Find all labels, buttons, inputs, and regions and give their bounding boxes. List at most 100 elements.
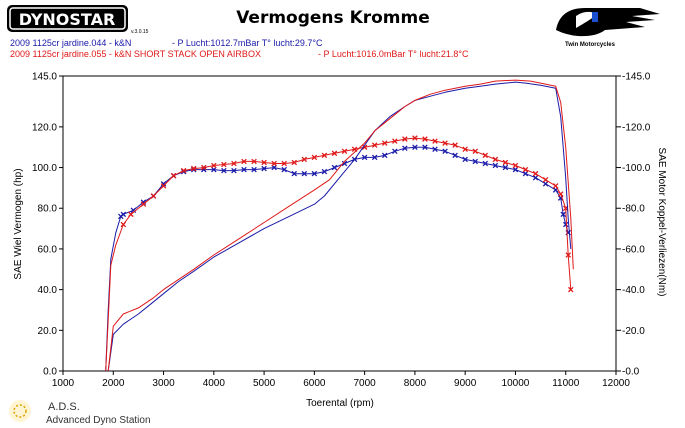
y-right-tick-label: -0.0 — [622, 367, 640, 378]
y-right-tick-label: -145.0 — [622, 72, 651, 83]
y-right-tick-label: -80.0 — [622, 204, 645, 215]
series-1-point — [211, 166, 217, 173]
series-1-point — [371, 154, 378, 161]
series-2-point — [321, 152, 328, 159]
series-1-point — [241, 166, 247, 173]
series-1-point — [331, 164, 338, 171]
series-1-point — [502, 164, 509, 171]
x-tick-label: 7000 — [354, 378, 377, 389]
y-right-tick-label: -60.0 — [622, 244, 645, 255]
series-1-point — [402, 145, 408, 151]
series-2-point — [522, 166, 529, 173]
x-tick-label: 12000 — [602, 378, 630, 389]
series-2-point — [211, 162, 217, 169]
series-2-point — [251, 158, 257, 165]
y-left-tick-label: 0.0 — [43, 367, 57, 378]
series-2-point — [442, 140, 448, 146]
series-1-point — [412, 144, 418, 150]
series-1-point — [361, 154, 368, 161]
series-2-point — [462, 146, 468, 153]
series-2-point — [140, 201, 147, 207]
x-axis-title: Toerental (rpm) — [306, 398, 374, 409]
series-line-2 — [105, 137, 572, 372]
series-1-point — [231, 167, 237, 174]
series-2-point — [311, 154, 318, 161]
series-1-point — [251, 166, 257, 173]
series-2-point — [261, 159, 267, 166]
series-2-point — [381, 140, 388, 146]
tick-layer: 1000 2000 3000 4000 5000 6000 7000 8000 9000 1000… — [32, 72, 651, 390]
series-2-point — [201, 164, 207, 171]
series-1-point — [301, 170, 308, 177]
y-right-tick-label: -20.0 — [622, 326, 645, 337]
series-1-point — [482, 160, 489, 167]
series-2-point — [361, 144, 368, 150]
series-2-point — [301, 156, 308, 163]
x-tick-label: 1000 — [52, 378, 75, 389]
x-tick-label: 3000 — [152, 378, 175, 389]
x-tick-label: 5000 — [253, 378, 276, 389]
dynostar-logo-text: DYNOSTAR — [19, 10, 116, 29]
x-tick-label: 9000 — [454, 378, 477, 389]
series-1-point — [381, 152, 388, 159]
series-2-point — [341, 148, 348, 155]
y-left-tick-label: 20.0 — [38, 326, 58, 337]
legend-label-2: 2009 1125cr jardine.055 - k&N SHORT STAC… — [10, 49, 261, 59]
series-2-point — [512, 162, 519, 169]
ads-sun-icon — [9, 400, 31, 422]
series-2-point — [567, 286, 574, 293]
series-2-point — [557, 191, 564, 197]
series-1-point — [341, 160, 348, 167]
y-right-tick-label: -100.0 — [622, 163, 651, 174]
y-left-tick-label: 60.0 — [38, 244, 58, 255]
series-1-point — [291, 170, 298, 177]
series-2-point — [542, 176, 549, 183]
series-1-point — [562, 221, 569, 228]
ads-title: A.D.S. — [48, 401, 80, 413]
plot-frame — [62, 75, 617, 372]
series-2-point — [190, 165, 197, 172]
series-2-point — [170, 172, 177, 179]
y-left-tick-label: 80.0 — [38, 204, 58, 215]
series-1-point — [542, 181, 549, 187]
series-1-point — [160, 181, 167, 187]
series-1-point — [512, 166, 519, 173]
series-2-point — [120, 221, 127, 228]
y-left-tick-label: 40.0 — [38, 285, 58, 296]
series-1-point — [281, 166, 287, 173]
x-tick-label: 11000 — [552, 378, 580, 389]
series-1-point — [321, 168, 328, 175]
y-right-tick-label: -40.0 — [622, 285, 645, 296]
series-1-point — [472, 158, 478, 165]
series-1-point — [271, 164, 277, 171]
dynostar-logo: DYNOSTAR v.3.0.15 — [7, 5, 149, 35]
legend-conditions-1: - P Lucht:1012.7mBar T° lucht:29.7°C — [172, 38, 323, 48]
series-1-point — [221, 167, 227, 174]
y-left-tick-label: 100.0 — [32, 163, 57, 174]
series-1-point — [130, 207, 137, 214]
series-2-point — [565, 252, 572, 258]
legend-conditions-2: - P Lucht:1016.0mBar T° lucht:21.8°C — [318, 49, 469, 59]
series-2-point — [180, 167, 187, 174]
series-layer — [105, 79, 574, 372]
y-right-tick-label: -120.0 — [622, 122, 651, 133]
series-1-point — [140, 199, 147, 205]
series-1-point — [392, 148, 398, 155]
series-2-point — [422, 136, 428, 142]
legend-label-1: 2009 1125cr jardine.044 - k&N — [10, 38, 131, 48]
chart-title: Vermogens Kromme — [236, 8, 430, 28]
series-2-point — [392, 138, 398, 144]
series-1-point — [492, 162, 499, 169]
series-1-point — [422, 144, 428, 150]
series-2-point — [492, 156, 499, 163]
series-2-point — [552, 183, 559, 189]
series-2-point — [221, 161, 227, 168]
series-2-point — [452, 142, 458, 148]
series-1-point — [522, 170, 529, 177]
series-2-point — [291, 159, 298, 166]
series-line-3 — [107, 81, 572, 372]
series-1-point — [442, 148, 448, 155]
legend: 2009 1125cr jardine.044 - k&N - P Lucht:… — [10, 38, 469, 59]
x-tick-label: 4000 — [203, 378, 226, 389]
